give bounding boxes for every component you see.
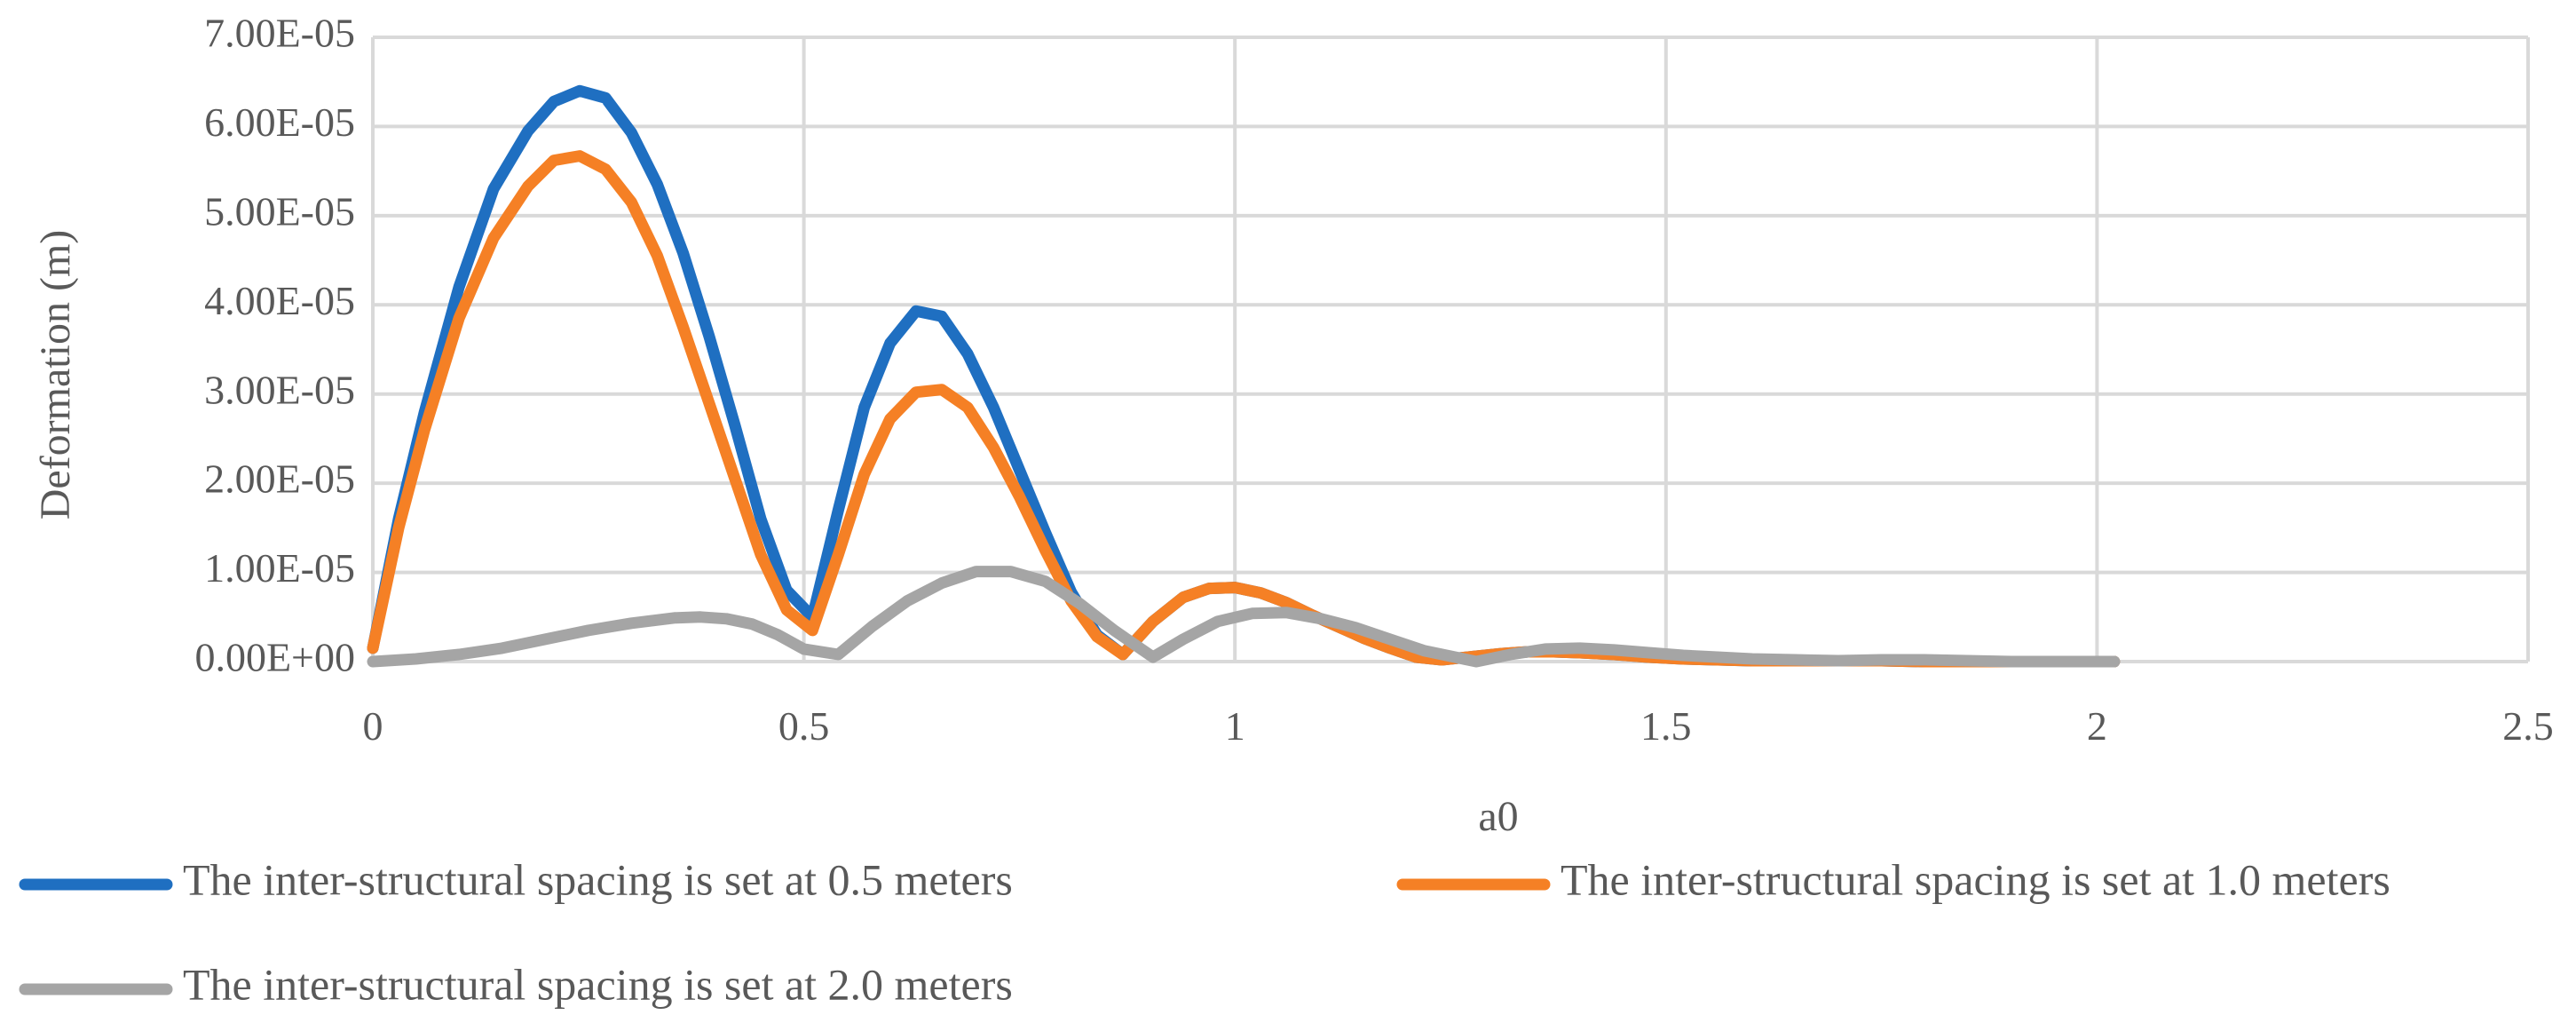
y-tick-label: 5.00E-05 [204,188,355,234]
x-tick-label: 0 [363,703,383,749]
y-tick-label: 2.00E-05 [204,456,355,502]
x-axis-title: a0 [1478,793,1518,840]
y-tick-label: 1.00E-05 [204,545,355,591]
y-axis-ticks: 0.00E+00 1.00E-05 2.00E-05 3.00E-05 4.00E-05… [194,11,355,680]
x-tick-label: 0.5 [778,703,830,749]
series-lines [367,84,2121,668]
legend-label-2: The inter-structural spacing is set at 1… [1561,854,2390,904]
x-axis-ticks: 0 0.5 1 1.5 2 2.5 [363,703,2554,749]
series-line-1 [367,84,2121,668]
y-tick-label: 4.00E-05 [204,278,355,323]
y-tick-label: 6.00E-05 [204,99,355,145]
y-tick-label: 0.00E+00 [194,635,355,680]
x-tick-label: 2 [2087,703,2107,749]
y-tick-label: 3.00E-05 [204,367,355,412]
y-tick-label: 7.00E-05 [204,11,355,56]
series-line-2 [367,150,2121,668]
y-axis-title: Deformation (m) [32,230,79,520]
x-tick-label: 1.5 [1640,703,1692,749]
x-tick-label: 2.5 [2502,703,2554,749]
series-line-3 [367,566,2121,668]
x-tick-label: 1 [1225,703,1245,749]
legend-label-1: The inter-structural spacing is set at 0… [183,854,1013,904]
legend: The inter-structural spacing is set at 0… [19,854,2390,1009]
legend-label-3: The inter-structural spacing is set at 2… [183,959,1013,1009]
